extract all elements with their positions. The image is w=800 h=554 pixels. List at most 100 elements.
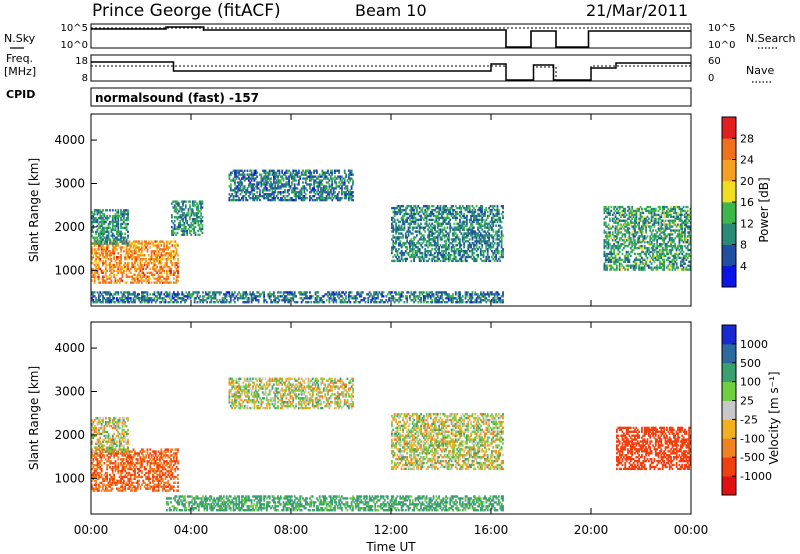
cell [411,228,414,231]
cell [302,293,304,296]
cell [104,242,107,245]
cell [249,291,252,294]
cell [200,202,202,205]
cell [322,196,325,200]
cell [459,249,461,253]
cell [484,224,486,227]
cell [449,226,452,229]
cell [114,240,117,243]
cell [638,219,641,222]
cell [491,242,493,245]
cell [495,230,497,233]
cell [142,297,145,300]
cell [472,220,475,223]
cell [247,297,250,300]
cell [471,242,474,245]
cell [492,299,495,302]
cell [200,227,202,231]
cell [118,230,121,233]
cell [183,214,186,217]
cell [282,185,285,188]
cell [164,261,167,265]
cell [179,214,182,217]
cell [456,222,459,225]
cell [188,291,191,294]
cell [488,244,491,247]
cell [485,208,488,212]
cell [497,230,500,233]
cell [261,189,264,192]
cell [320,196,322,200]
cell [499,259,502,263]
cell [639,254,642,258]
cell [153,240,156,243]
cell [634,231,636,234]
cell [103,248,106,251]
cell [149,293,152,296]
cell [254,171,257,174]
cell [95,244,97,247]
cell [97,216,100,220]
cell [331,293,334,296]
cell [625,223,628,226]
cell [624,215,627,219]
cell [652,244,654,248]
cell [122,291,125,294]
cell [120,297,122,300]
cell [422,259,425,263]
cell [420,238,422,241]
cell [129,297,132,300]
cell [502,293,504,296]
cell [150,252,153,255]
cell [650,256,653,260]
cell [624,268,627,271]
cell [278,171,281,174]
cell [231,193,234,196]
cell [470,232,472,235]
cell [479,249,482,253]
cell [325,293,328,296]
cell [327,177,329,180]
cell [481,234,484,237]
cell [163,281,166,284]
cell [396,299,399,302]
cell [643,264,646,267]
cell [193,221,196,225]
cell [150,299,153,302]
cell [122,220,125,224]
cell [652,235,654,238]
cell [143,295,146,298]
cell [198,210,201,213]
cell [282,177,285,180]
cell [322,189,325,192]
cell [402,291,404,294]
cell [606,254,609,258]
cell [417,246,420,249]
cell [318,185,321,188]
cell [484,295,486,298]
cell [338,175,341,178]
cell [654,233,657,236]
cell [502,234,504,237]
cell [475,242,478,245]
cell [349,193,352,196]
cell [127,252,129,255]
cell [450,259,453,263]
cell [179,221,182,225]
cell [292,177,295,180]
cell [397,232,400,235]
cell [295,198,297,202]
cell [454,244,457,247]
cell [229,301,232,304]
cell [618,219,621,222]
cell [163,271,166,275]
cell [406,246,409,249]
cell [156,254,159,257]
cell [122,242,125,245]
cell [116,220,118,224]
cell [177,216,180,219]
cell [603,246,606,250]
cell [253,196,256,200]
cell [349,177,352,180]
cell [152,293,154,296]
